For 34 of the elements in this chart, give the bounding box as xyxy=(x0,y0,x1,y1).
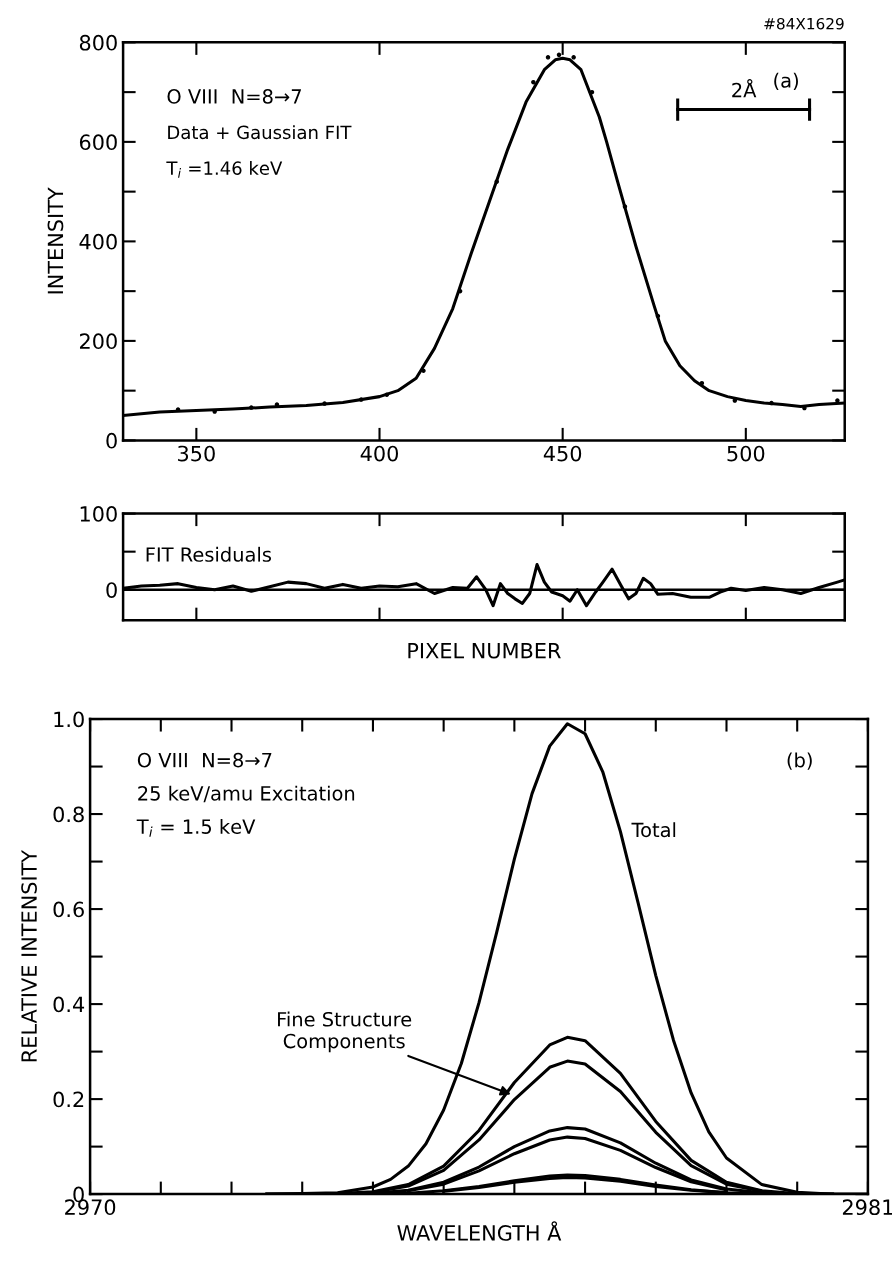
annotation: O VIII N=8→7 xyxy=(167,89,301,104)
y-tick-label: 0.6 xyxy=(53,901,84,918)
x-tick-label: 450 xyxy=(543,445,582,462)
annotation: (a) xyxy=(774,72,798,91)
annotation: Fine Structure Components xyxy=(278,1011,412,1053)
y-tick-label: 600 xyxy=(79,134,117,151)
annotation: T$_{i}$ =1.46 keV xyxy=(166,161,283,178)
y-tick-label: 1.0 xyxy=(54,711,84,728)
annotation: 2Å xyxy=(732,79,757,98)
x-axis-title: PIXEL NUMBER xyxy=(408,643,561,659)
y-tick-label: 0.4 xyxy=(53,996,85,1013)
x-axis-title: WAVELENGTH Å xyxy=(397,1221,562,1241)
y-tick-label: 800 xyxy=(79,34,117,51)
annotation: 25 keV/amu Excitation xyxy=(138,785,355,803)
x-tick-label: 500 xyxy=(727,445,765,462)
annotation: T$_{i}$ = 1.5 keV xyxy=(136,818,256,837)
x-tick-label: 2981 xyxy=(842,1199,892,1216)
series-label: Total xyxy=(631,822,676,838)
annotation: O VIII N=8→7 xyxy=(137,752,272,768)
y-tick-label: 200 xyxy=(80,333,117,350)
y-tick-label: 100 xyxy=(80,506,117,522)
annotation: (b) xyxy=(787,752,812,770)
annotation: Data + Gaussian FIT xyxy=(168,125,352,140)
text: #84X1629 xyxy=(764,17,844,30)
y-tick-label: 0.8 xyxy=(53,806,84,823)
x-tick-label: 350 xyxy=(178,445,215,462)
y-tick-label: 400 xyxy=(79,233,117,250)
y-axis-title: INTENSITY xyxy=(47,187,64,294)
y-tick-label: 0.2 xyxy=(53,1091,84,1108)
y-tick-label: 0 xyxy=(106,582,117,598)
y-tick-label: 0 xyxy=(106,432,117,449)
annotation: FIT Residuals xyxy=(146,546,272,562)
y-axis-title: RELATIVE INTENSITY xyxy=(21,849,37,1062)
x-tick-label: 400 xyxy=(360,445,399,462)
